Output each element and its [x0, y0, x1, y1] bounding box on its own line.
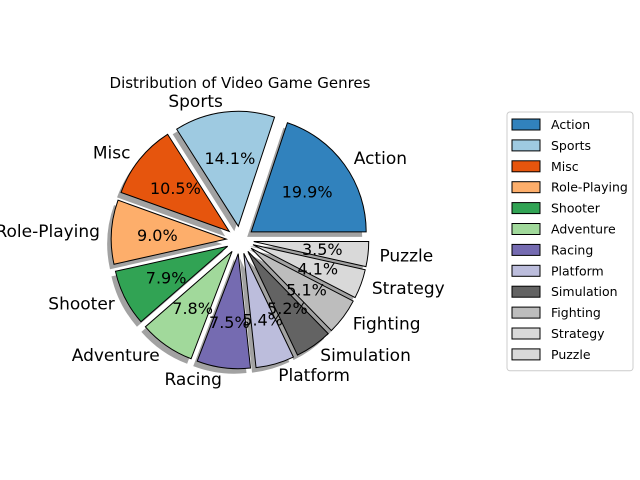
legend-swatch-strategy: [511, 327, 541, 340]
percent-label-fighting: 5.1%: [286, 280, 327, 299]
slice-role-playing: [110, 199, 229, 265]
slice-strategy: [252, 244, 366, 299]
category-label-action: Action: [354, 149, 407, 169]
legend-swatch-simulation: [511, 285, 541, 298]
category-labels: Action Sports Misc Role-Playing Shooter Adven…: [0, 92, 445, 390]
category-label-simulation: Simulation: [320, 346, 411, 366]
legend-label-racing: Racing: [551, 242, 593, 257]
slice-shooter: [114, 245, 229, 323]
legend-swatch-action: [511, 118, 541, 131]
legend-label-adventure: Adventure: [551, 222, 616, 237]
category-label-strategy: Strategy: [372, 279, 445, 299]
legend-swatch-role-playing: [511, 181, 541, 194]
legend-label-shooter: Shooter: [551, 201, 601, 216]
chart-title: Distribution of Video Game Genres: [110, 74, 371, 92]
percent-label-sports: 14.1%: [204, 149, 255, 168]
slice-racing: [196, 253, 252, 370]
percent-label-platform: 5.4%: [242, 311, 283, 330]
legend-label-strategy: Strategy: [551, 326, 605, 341]
percent-labels: 19.9% 14.1%10.5% 9.0% 7.9% 7.8%7.5%5.4%5.2%5…: [137, 149, 343, 332]
category-label-sports: Sports: [168, 92, 223, 112]
slice-platform: [243, 253, 295, 369]
slice-action: [250, 122, 367, 233]
legend-label-action: Action: [551, 117, 590, 132]
legend-swatch-shooter: [511, 202, 541, 215]
legend-swatch-sports: [511, 139, 541, 152]
legend-frame: [506, 111, 634, 372]
legend: Action Sports Misc Role-Playing Shooter Adven…: [506, 111, 634, 372]
legend-label-sports: Sports: [551, 138, 591, 153]
category-label-role-playing: Role-Playing: [0, 222, 100, 242]
category-label-shooter: Shooter: [48, 294, 114, 314]
legend-swatch-puzzle: [511, 348, 541, 361]
slice-fighting: [250, 247, 354, 332]
legend-label-simulation: Simulation: [551, 284, 618, 299]
percent-label-strategy: 4.1%: [297, 259, 338, 278]
slice-simulation: [247, 250, 329, 356]
legend-swatch-platform: [511, 264, 541, 277]
category-label-adventure: Adventure: [72, 346, 160, 366]
legend-label-fighting: Fighting: [551, 305, 601, 320]
percent-label-racing: 7.5%: [209, 313, 250, 332]
category-label-misc: Misc: [93, 143, 131, 163]
percent-label-simulation: 5.2%: [267, 299, 308, 318]
legend-swatch-adventure: [511, 223, 541, 235]
pie-slices: [110, 110, 370, 370]
slice-sports: [176, 110, 276, 228]
percent-label-misc: 10.5%: [150, 179, 201, 198]
legend-swatch-misc: [511, 160, 541, 173]
category-label-puzzle: Puzzle: [379, 246, 433, 266]
legend-label-misc: Misc: [551, 159, 579, 174]
percent-label-adventure: 7.8%: [172, 299, 213, 318]
category-label-platform: Platform: [278, 366, 350, 386]
legend-swatch-fighting: [511, 306, 541, 319]
percent-label-role-playing: 9.0%: [137, 226, 178, 245]
slice-puzzle: [253, 241, 370, 268]
legend-swatch-racing: [511, 243, 541, 256]
category-label-fighting: Fighting: [353, 315, 421, 335]
percent-label-action: 19.9%: [282, 183, 333, 202]
percent-label-shooter: 7.9%: [146, 268, 187, 287]
legend-label-role-playing: Role-Playing: [551, 180, 628, 195]
slice-misc: [120, 133, 231, 233]
legend-label-platform: Platform: [551, 263, 604, 278]
category-label-racing: Racing: [164, 370, 222, 390]
slice-adventure: [144, 250, 233, 360]
legend-label-puzzle: Puzzle: [551, 347, 591, 362]
percent-label-puzzle: 3.5%: [302, 240, 343, 259]
